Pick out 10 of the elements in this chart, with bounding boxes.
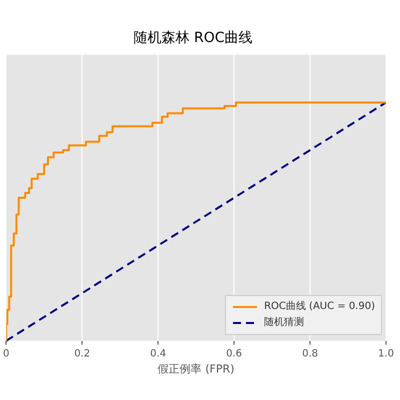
x-tick-label: 0.2 [74, 348, 90, 360]
x-axis-title: 假正例率 (FPR) [158, 362, 234, 376]
legend-label: 随机猜测 [264, 316, 304, 330]
x-tick-label: 1.0 [378, 348, 394, 360]
legend-label: ROC曲线 (AUC = 0.90) [264, 300, 375, 314]
x-tick-label: 0.6 [226, 348, 242, 360]
x-tick-label: 0.8 [302, 348, 318, 360]
x-tick-label: 0.4 [150, 348, 166, 360]
x-tick-label: 0 [2, 348, 10, 360]
chart-title: 随机森林 ROC曲线 [134, 30, 252, 46]
